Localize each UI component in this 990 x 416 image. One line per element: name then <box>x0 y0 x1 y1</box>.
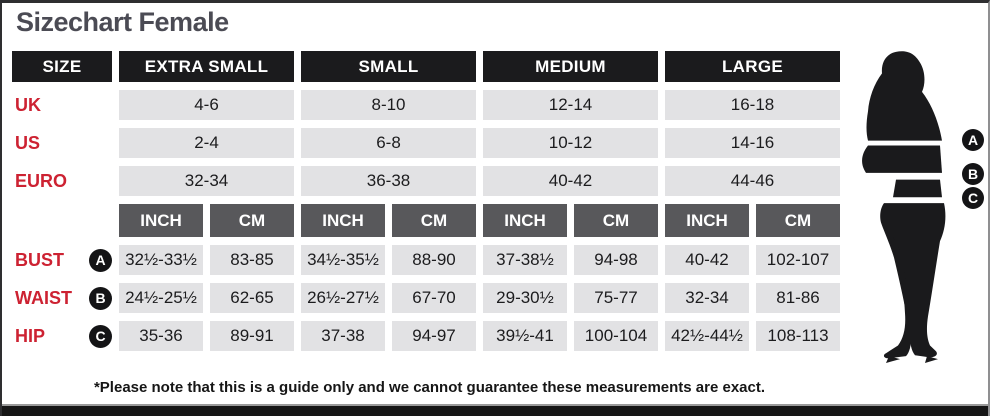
table-cell-bust-s-inch: 34½-35½ <box>301 245 385 275</box>
table-cell-bust-l-cm: 102-107 <box>756 245 840 275</box>
table-cell-bust-m-cm: 94-98 <box>574 245 658 275</box>
table-cell-waist-l-cm: 81-86 <box>756 283 840 313</box>
unit-header-cm-m: CM <box>574 204 658 237</box>
row-label-us: US <box>15 132 41 153</box>
unit-header-cm-xs: CM <box>210 204 294 237</box>
table-cell-bust-m-inch: 37-38½ <box>483 245 567 275</box>
table-cell-uk-xs: 4-6 <box>119 90 294 120</box>
table-cell-us-xs: 2-4 <box>119 128 294 158</box>
table-cell-waist-m-inch: 29-30½ <box>483 283 567 313</box>
female-silhouette-icon <box>862 51 946 363</box>
unit-header-inch-s: INCH <box>301 204 385 237</box>
table-cell-uk-m: 12-14 <box>483 90 658 120</box>
table-cell-hip-l-cm: 108-113 <box>756 321 840 351</box>
table-cell-uk-l: 16-18 <box>665 90 840 120</box>
sizechart-table: SIZE EXTRA SMALL SMALL MEDIUM LARGE UK 4… <box>12 51 840 351</box>
table-cell-waist-s-cm: 67-70 <box>392 283 476 313</box>
row-label-bust-text: BUST <box>15 249 64 270</box>
table-cell-hip-xs-inch: 35-36 <box>119 321 203 351</box>
unit-header-inch-xs: INCH <box>119 204 203 237</box>
table-cell-euro-xs: 32-34 <box>119 166 294 196</box>
column-header-small: SMALL <box>301 51 476 82</box>
table-cell-bust-l-inch: 40-42 <box>665 245 749 275</box>
table-cell-waist-xs-cm: 62-65 <box>210 283 294 313</box>
row-label-euro: EURO <box>15 170 68 191</box>
marker-b-icon: B <box>89 286 112 310</box>
table-cell-waist-xs-inch: 24½-25½ <box>119 283 203 313</box>
row-label-waist: WAIST B <box>12 283 112 313</box>
table-cell-uk-s: 8-10 <box>301 90 476 120</box>
column-header-medium: MEDIUM <box>483 51 658 82</box>
row-label-bust: BUST A <box>12 245 112 275</box>
row-label-uk: UK <box>15 94 41 115</box>
unit-row-spacer <box>12 204 112 237</box>
table-cell-waist-s-inch: 26½-27½ <box>301 283 385 313</box>
column-header-large: LARGE <box>665 51 840 82</box>
table-cell-hip-m-cm: 100-104 <box>574 321 658 351</box>
table-cell-us-l: 14-16 <box>665 128 840 158</box>
female-silhouette-figure <box>855 49 955 363</box>
table-cell-euro-l: 44-46 <box>665 166 840 196</box>
table-cell-hip-s-cm: 94-97 <box>392 321 476 351</box>
bottom-bar <box>2 404 988 416</box>
row-label-waist-text: WAIST <box>15 287 72 308</box>
table-cell-hip-s-inch: 37-38 <box>301 321 385 351</box>
figure-marker-c-icon: C <box>962 187 984 209</box>
table-cell-bust-xs-cm: 83-85 <box>210 245 294 275</box>
column-header-extra-small: EXTRA SMALL <box>119 51 294 82</box>
table-cell-us-m: 10-12 <box>483 128 658 158</box>
unit-header-cm-s: CM <box>392 204 476 237</box>
marker-c-icon: C <box>89 324 112 348</box>
table-cell-hip-m-inch: 39½-41 <box>483 321 567 351</box>
column-header-size: SIZE <box>12 51 112 82</box>
figure-marker-a-icon: A <box>962 129 984 151</box>
table-cell-euro-m: 40-42 <box>483 166 658 196</box>
table-cell-waist-m-cm: 75-77 <box>574 283 658 313</box>
unit-header-inch-m: INCH <box>483 204 567 237</box>
table-cell-bust-xs-inch: 32½-33½ <box>119 245 203 275</box>
unit-header-cm-l: CM <box>756 204 840 237</box>
unit-header-inch-l: INCH <box>665 204 749 237</box>
table-cell-hip-l-inch: 42½-44½ <box>665 321 749 351</box>
figure-marker-b-icon: B <box>962 163 984 185</box>
marker-a-icon: A <box>89 248 112 272</box>
table-cell-hip-xs-cm: 89-91 <box>210 321 294 351</box>
page-title: Sizechart Female <box>16 7 229 37</box>
table-cell-euro-s: 36-38 <box>301 166 476 196</box>
table-cell-waist-l-inch: 32-34 <box>665 283 749 313</box>
row-label-hip-text: HIP <box>15 325 46 346</box>
disclaimer-note: *Please note that this is a guide only a… <box>93 379 766 396</box>
table-cell-us-s: 6-8 <box>301 128 476 158</box>
row-label-hip: HIP C <box>12 321 112 351</box>
table-cell-bust-s-cm: 88-90 <box>392 245 476 275</box>
